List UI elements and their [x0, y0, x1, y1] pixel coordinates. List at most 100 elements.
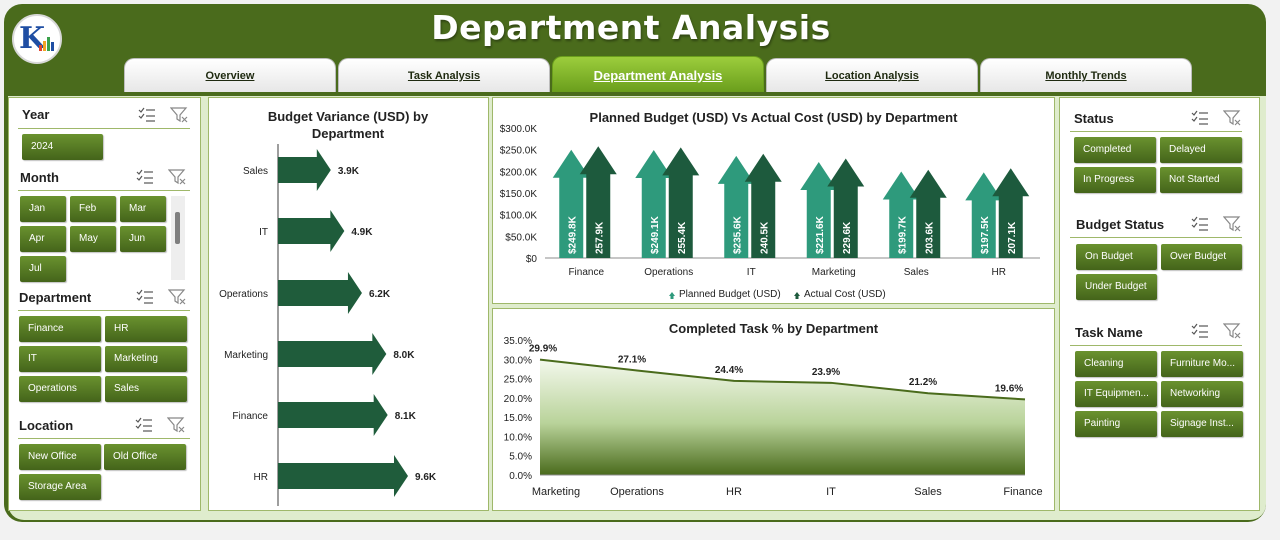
slicer-divider [1070, 237, 1242, 238]
month-option[interactable]: Jan [20, 196, 66, 222]
category-label: Marketing [224, 350, 268, 361]
y-tick-label: 30.0% [504, 355, 532, 366]
variance-bar-hr [278, 455, 408, 497]
company-logo: K [12, 14, 62, 64]
y-tick-label: 35.0% [504, 336, 532, 347]
multi-select-icon[interactable] [1191, 323, 1209, 339]
department-option[interactable]: HR [105, 316, 187, 342]
clear-filter-icon[interactable] [1223, 110, 1241, 126]
completed-line [539, 358, 1026, 401]
data-label: 23.9% [812, 367, 840, 378]
clear-filter-icon[interactable] [168, 289, 186, 305]
multi-select-icon[interactable] [136, 289, 154, 305]
actual-bar-finance [579, 146, 617, 258]
month-scrollbar[interactable] [171, 196, 185, 280]
tab-monthly-trends[interactable]: Monthly Trends [980, 58, 1192, 92]
status-option[interactable]: Delayed [1160, 137, 1242, 163]
budget-variance-title: Budget Variance (USD) by Department [267, 109, 429, 141]
budget-status-option[interactable]: Over Budget [1161, 244, 1242, 270]
department-option[interactable]: Sales [105, 376, 187, 402]
actual-bar-marketing [827, 158, 865, 258]
status-option[interactable]: In Progress [1074, 167, 1156, 193]
category-label: IT [747, 267, 756, 278]
category-label: Sales [243, 166, 268, 177]
data-label: $235.6K [732, 215, 743, 254]
month-option[interactable]: Jul [20, 256, 66, 282]
actual-bar-sales [909, 169, 947, 258]
category-label: HR [726, 486, 742, 498]
multi-select-icon[interactable] [138, 107, 156, 123]
budget-status-option[interactable]: Under Budget [1076, 274, 1157, 300]
department-slicer-title: Department [19, 290, 92, 305]
multi-select-icon[interactable] [135, 417, 153, 433]
y-tick-label: 25.0% [504, 375, 532, 386]
category-label: Operations [610, 486, 664, 498]
planned-bar-operations [635, 150, 673, 258]
category-label: IT [826, 486, 836, 498]
location-option[interactable]: Old Office [104, 444, 186, 470]
task-name-option[interactable]: Signage Inst... [1161, 411, 1243, 437]
department-option[interactable]: IT [19, 346, 101, 372]
data-label: $199.7K [897, 215, 908, 254]
task-name-option[interactable]: Furniture Mo... [1161, 351, 1243, 377]
y-tick-label: $200.0K [500, 167, 538, 178]
department-option[interactable]: Marketing [105, 346, 187, 372]
month-option[interactable]: Feb [70, 196, 116, 222]
category-label: Sales [914, 486, 942, 498]
data-label: 24.4% [715, 365, 743, 376]
right-filter-panel [1059, 97, 1260, 511]
data-label: 21.2% [909, 377, 937, 388]
budget-status-option[interactable]: On Budget [1076, 244, 1157, 270]
multi-select-icon[interactable] [1191, 110, 1209, 126]
status-option[interactable]: Not Started [1160, 167, 1242, 193]
data-label: 29.9% [529, 344, 557, 355]
actual-bar-hr [992, 168, 1030, 258]
location-option[interactable]: New Office [19, 444, 101, 470]
legend-label-planned: Planned Budget (USD) [679, 289, 781, 300]
planned-vs-actual-title: Planned Budget (USD) Vs Actual Cost (USD… [589, 110, 958, 125]
data-label: 229.6K [842, 221, 853, 254]
multi-select-icon[interactable] [136, 169, 154, 185]
month-option[interactable]: Jun [120, 226, 166, 252]
clear-filter-icon[interactable] [1223, 216, 1241, 232]
month-option[interactable]: Apr [20, 226, 66, 252]
slicer-divider [18, 128, 190, 129]
tab-department-analysis[interactable]: Department Analysis [552, 56, 764, 92]
completed-task-chart: 0.0% 5.0% 10.0% 15.0% 20.0% 25.0% 30.0% 35.0%29… [504, 336, 1043, 498]
data-label: 3.9K [338, 166, 360, 177]
clear-filter-icon[interactable] [170, 107, 188, 123]
data-label: $221.6K [815, 215, 826, 254]
clear-filter-icon[interactable] [168, 169, 186, 185]
year-option-2024[interactable]: 2024 [22, 134, 103, 160]
data-label: 203.6K [924, 221, 935, 254]
category-label: Finance [1003, 486, 1042, 498]
legend-label-actual: Actual Cost (USD) [804, 289, 886, 300]
multi-select-icon[interactable] [1191, 216, 1209, 232]
task-name-option[interactable]: IT Equipmen... [1075, 381, 1157, 407]
planned-bar-sales [882, 171, 920, 258]
y-tick-label: $300.0K [500, 124, 538, 135]
tab-task-analysis[interactable]: Task Analysis [338, 58, 550, 92]
category-label: Operations [219, 289, 268, 300]
category-label: Marketing [532, 486, 580, 498]
completed-task-title: Completed Task % by Department [668, 321, 879, 336]
department-option[interactable]: Finance [19, 316, 101, 342]
month-option[interactable]: May [70, 226, 116, 252]
tab-overview[interactable]: Overview [124, 58, 336, 92]
data-label: 19.6% [995, 383, 1023, 394]
data-label: 8.0K [393, 350, 415, 361]
department-option[interactable]: Operations [19, 376, 101, 402]
y-tick-label: 15.0% [504, 413, 532, 424]
task-name-option[interactable]: Networking [1161, 381, 1243, 407]
location-option[interactable]: Storage Area [19, 474, 101, 500]
y-tick-label: $150.0K [500, 189, 538, 200]
task-name-option[interactable]: Painting [1075, 411, 1157, 437]
month-slicer-title: Month [20, 170, 59, 185]
status-option[interactable]: Completed [1074, 137, 1156, 163]
task-name-option[interactable]: Cleaning [1075, 351, 1157, 377]
clear-filter-icon[interactable] [167, 417, 185, 433]
tab-location-analysis[interactable]: Location Analysis [766, 58, 978, 92]
month-option[interactable]: Mar [120, 196, 166, 222]
category-label: HR [254, 472, 268, 483]
clear-filter-icon[interactable] [1223, 323, 1241, 339]
